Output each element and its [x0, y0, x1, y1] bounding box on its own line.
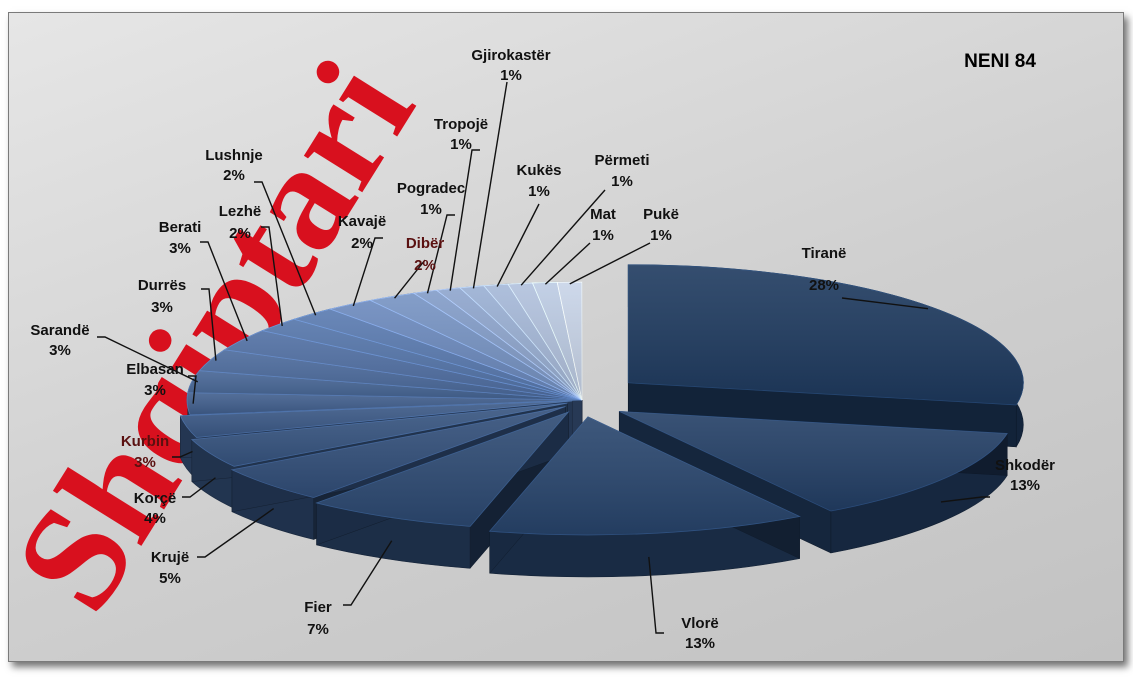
slice-pct-krujë: 5%: [159, 570, 181, 587]
slice-label-lezhë: Lezhë: [219, 203, 262, 220]
slice-pct-berati: 3%: [169, 240, 191, 257]
slice-sheen-pukë: [557, 282, 582, 400]
slice-label-tiranë: Tiranë: [802, 245, 847, 262]
slice-label-lushnje: Lushnje: [205, 147, 263, 164]
slice-label-pogradec: Pogradec: [397, 180, 465, 197]
leader-line-tropojë: [449, 149, 480, 291]
slice-label-berati: Berati: [159, 219, 202, 236]
slice-sheen-korçë: [191, 403, 568, 467]
slice-sheen-lezhë: [262, 319, 582, 400]
slice-sheen-përmeti: [507, 282, 582, 400]
slice-pct-përmeti: 1%: [611, 173, 633, 190]
slice-pct-vlorë: 13%: [685, 635, 715, 652]
slice-label-përmeti: Përmeti: [594, 152, 649, 169]
slice-sheen-kukës: [483, 284, 582, 400]
slice-sheen-shkodër: [619, 411, 1008, 512]
slice-sheen-lushnje: [294, 309, 582, 400]
slice-pct-kukës: 1%: [528, 183, 550, 200]
slice-pct-fier: 7%: [307, 621, 329, 638]
slice-pct-kavajë: 2%: [351, 235, 373, 252]
leader-line-dibër: [394, 259, 426, 299]
slice-pct-pukë: 1%: [650, 227, 672, 244]
slice-label-pukë: Pukë: [643, 206, 679, 223]
leader-line-kukës: [496, 203, 540, 287]
leader-line-fier: [343, 540, 393, 606]
slice-sheen-fier: [316, 412, 569, 527]
slice-label-kukës: Kukës: [516, 162, 561, 179]
leader-line-gjirokastër: [472, 81, 508, 289]
slice-pct-sarandë: 3%: [49, 342, 71, 359]
slice-pct-tropojë: 1%: [450, 136, 472, 153]
leader-line-elbasan: [188, 375, 197, 404]
slice-labels: Tiranë 28% Shkodër 13% Vlorë 13% Fier 7% Krujë 5%…: [30, 47, 1055, 652]
slice-sheen-pogradec: [413, 290, 582, 400]
slice-label-sarandë: Sarandë: [30, 322, 89, 339]
slice-pct-durrës: 3%: [151, 299, 173, 316]
slice-pct-korçë: 4%: [144, 510, 166, 527]
leader-line-vlorë: [648, 556, 664, 634]
slice-pct-dibër: 2%: [414, 257, 436, 274]
slice-label-korçë: Korçë: [134, 490, 177, 507]
leader-line-shkodër: [940, 496, 990, 503]
leader-line-korçë: [182, 477, 216, 498]
slice-pct-elbasan: 3%: [144, 382, 166, 399]
slice-sheen-tropojë: [436, 287, 582, 400]
slice-pct-shkodër: 13%: [1010, 477, 1040, 494]
slice-pct-lushnje: 2%: [223, 167, 245, 184]
leader-line-pukë: [569, 242, 651, 285]
slice-label-krujë: Krujë: [151, 549, 189, 566]
slice-sheen-kurbin: [180, 400, 573, 438]
leader-lines: [97, 81, 990, 634]
slice-label-shkodër: Shkodër: [995, 457, 1055, 474]
slice-label-kurbin: Kurbin: [121, 433, 169, 450]
leader-line-lezhë: [261, 226, 283, 327]
slice-sheen-kavajë: [330, 300, 582, 400]
slice-label-durrës: Durrës: [138, 277, 186, 294]
slice-sheen-krujë: [231, 406, 566, 498]
slice-sheen-vlorë: [489, 416, 800, 535]
slice-sheen-tiranë: [628, 264, 1024, 405]
slice-pct-lezhë: 2%: [229, 225, 251, 242]
slice-label-elbasan: Elbasan: [126, 361, 184, 378]
slice-label-dibër: Dibër: [406, 235, 445, 252]
leader-line-pogradec: [426, 214, 455, 294]
leader-line-përmeti: [520, 189, 606, 286]
leader-line-durrës: [201, 288, 217, 361]
leader-line-sarandë: [97, 336, 199, 383]
slice-label-fier: Fier: [304, 599, 332, 616]
slice-sheen-berati: [224, 330, 582, 400]
slice-sheen-elbasan: [187, 392, 583, 415]
leader-line-krujë: [197, 508, 275, 558]
leader-line-kavajë: [352, 237, 383, 307]
slice-label-gjirokastër: Gjirokastër: [471, 47, 550, 64]
slice-pct-pogradec: 1%: [420, 201, 442, 218]
slice-pct-kurbin: 3%: [134, 454, 156, 471]
pie-slices: [179, 264, 1024, 536]
slice-pct-gjirokastër: 1%: [500, 67, 522, 84]
slice-sheen-dibër: [370, 293, 582, 400]
slice-sheen-mat: [532, 282, 582, 400]
leader-line-mat: [544, 242, 591, 285]
slice-label-tropojë: Tropojë: [434, 116, 488, 133]
slice-label-kavajë: Kavajë: [338, 213, 386, 230]
slice-sheen-durrës: [199, 349, 582, 400]
slice-pct-mat: 1%: [592, 227, 614, 244]
chart-title: NENI 84: [964, 51, 1036, 72]
leader-line-tiranë: [841, 297, 929, 310]
leader-line-lushnje: [254, 181, 317, 316]
leader-line-berati: [200, 241, 248, 342]
slice-sheen-gjirokastër: [459, 285, 582, 400]
slice-label-mat: Mat: [590, 206, 616, 223]
slice-pct-tiranë: 28%: [809, 277, 839, 294]
slice-label-vlorë: Vlorë: [681, 615, 719, 632]
leader-line-kurbin: [172, 450, 193, 458]
